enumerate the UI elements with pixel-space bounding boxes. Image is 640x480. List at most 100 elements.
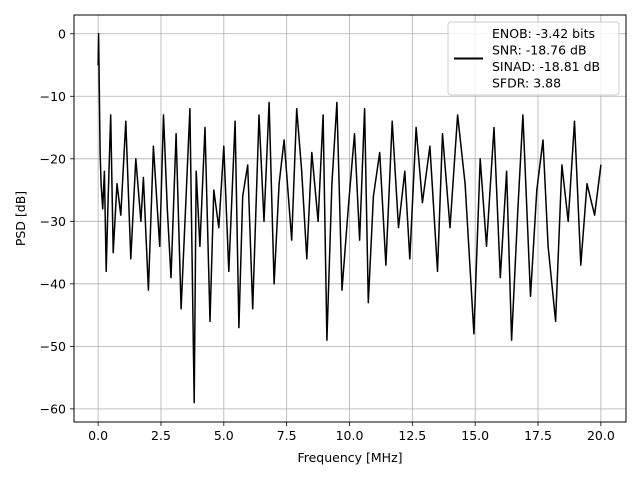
psd-point (258, 114, 260, 116)
psd-point (218, 226, 220, 229)
legend: ENOB: -3.42 bits SNR: -18.76 dB SINAD: -… (447, 21, 620, 96)
psd-point (409, 258, 411, 260)
psd-point (120, 214, 122, 216)
psd-point (228, 270, 230, 272)
psd-point (213, 189, 215, 191)
psd-point (209, 320, 211, 322)
psd-point (185, 195, 187, 197)
psd-point (263, 220, 265, 222)
psd-point (567, 220, 569, 222)
psd-point (291, 239, 293, 241)
x-tick-label-5: 12.5 (398, 428, 426, 443)
psd-point (110, 114, 112, 116)
psd-point (499, 276, 501, 279)
psd-point (385, 264, 387, 266)
psd-series-line-0 (97, 33, 602, 404)
psd-point (159, 245, 161, 247)
psd-point (162, 114, 165, 116)
psd-point (301, 170, 303, 172)
psd-point (464, 183, 466, 185)
x-tick-label-2: 5.0 (214, 428, 234, 443)
psd-point (326, 339, 328, 341)
psd-point (522, 114, 524, 116)
psd-point (485, 245, 488, 247)
psd-point (529, 295, 532, 297)
x-tick-label-7: 17.5 (524, 428, 552, 443)
psd-point (142, 176, 144, 179)
psd-point (347, 208, 349, 210)
psd-point (493, 126, 495, 129)
psd-point (268, 101, 270, 104)
psd-point (358, 239, 361, 241)
y-tick-label-5: −50 (40, 339, 66, 354)
psd-point (573, 120, 576, 122)
x-tick-label-0: 0.0 (88, 428, 108, 443)
psd-point (415, 126, 417, 129)
x-tick-label-3: 7.5 (277, 428, 297, 443)
psd-point (242, 195, 244, 197)
x-axis-ticks: 0.0 2.5 5.0 7.5 10.0 12.5 15.0 17.5 20.0 (88, 422, 615, 443)
psd-point (593, 214, 596, 216)
x-axis-label: Frequency [MHz] (297, 450, 402, 465)
psd-point (112, 251, 114, 254)
y-axis-ticks: 0 −10 −20 −30 −40 −50 −60 (40, 26, 74, 416)
psd-point (511, 339, 513, 341)
y-tick-label-2: −20 (40, 151, 66, 166)
y-tick-label-1: −10 (40, 89, 66, 104)
psd-point (397, 226, 400, 229)
psd-point (100, 183, 102, 185)
psd-point (195, 170, 197, 172)
psd-point (600, 164, 602, 166)
psd-point (517, 208, 519, 210)
psd-point (473, 333, 475, 335)
psd-point (580, 264, 582, 266)
psd-point (130, 258, 132, 260)
psd-point (306, 258, 308, 260)
psd-point (555, 320, 557, 322)
psd-point (135, 158, 137, 160)
psd-point (147, 289, 150, 291)
psd-point (98, 33, 100, 35)
y-tick-label-3: −30 (40, 214, 66, 229)
psd-point (363, 108, 366, 110)
psd-point (379, 151, 381, 154)
legend-entry-sfdr: SFDR: 3.88 (492, 76, 561, 91)
y-tick-label-0: 0 (58, 26, 66, 41)
psd-point (367, 301, 369, 304)
psd-point (199, 245, 201, 247)
psd-point (479, 158, 481, 160)
x-tick-label-8: 20.0 (587, 428, 615, 443)
psd-point (421, 201, 423, 204)
psd-point (436, 270, 439, 272)
psd-point (180, 308, 182, 310)
psd-point (238, 326, 240, 329)
psd-point (331, 183, 333, 185)
psd-point (372, 195, 374, 197)
psd-point (283, 139, 285, 141)
psd-point (107, 195, 109, 197)
x-tick-label-4: 10.0 (336, 428, 364, 443)
y-tick-label-6: −60 (40, 401, 66, 416)
legend-entry-enob: ENOB: -3.42 bits (492, 26, 595, 41)
psd-point (152, 145, 155, 147)
psd-point (586, 183, 588, 185)
psd-point (252, 308, 254, 310)
psd-point (506, 170, 508, 172)
psd-point (391, 120, 393, 122)
psd-point (561, 164, 563, 166)
psd-point (103, 170, 106, 172)
psd-point (116, 183, 118, 185)
series-layer (97, 33, 602, 404)
psd-point (140, 220, 142, 222)
legend-entry-sinad: SINAD: -18.81 dB (492, 59, 600, 74)
psd-point (317, 220, 319, 222)
plot-area-frame (73, 14, 627, 423)
psd-point (98, 95, 100, 97)
psd-point (278, 183, 280, 185)
psd-point (404, 170, 406, 172)
psd-point (170, 276, 172, 279)
psd-point (336, 101, 338, 104)
psd-point (223, 145, 225, 147)
y-tick-label-4: −40 (40, 276, 66, 291)
psd-point (175, 133, 177, 135)
